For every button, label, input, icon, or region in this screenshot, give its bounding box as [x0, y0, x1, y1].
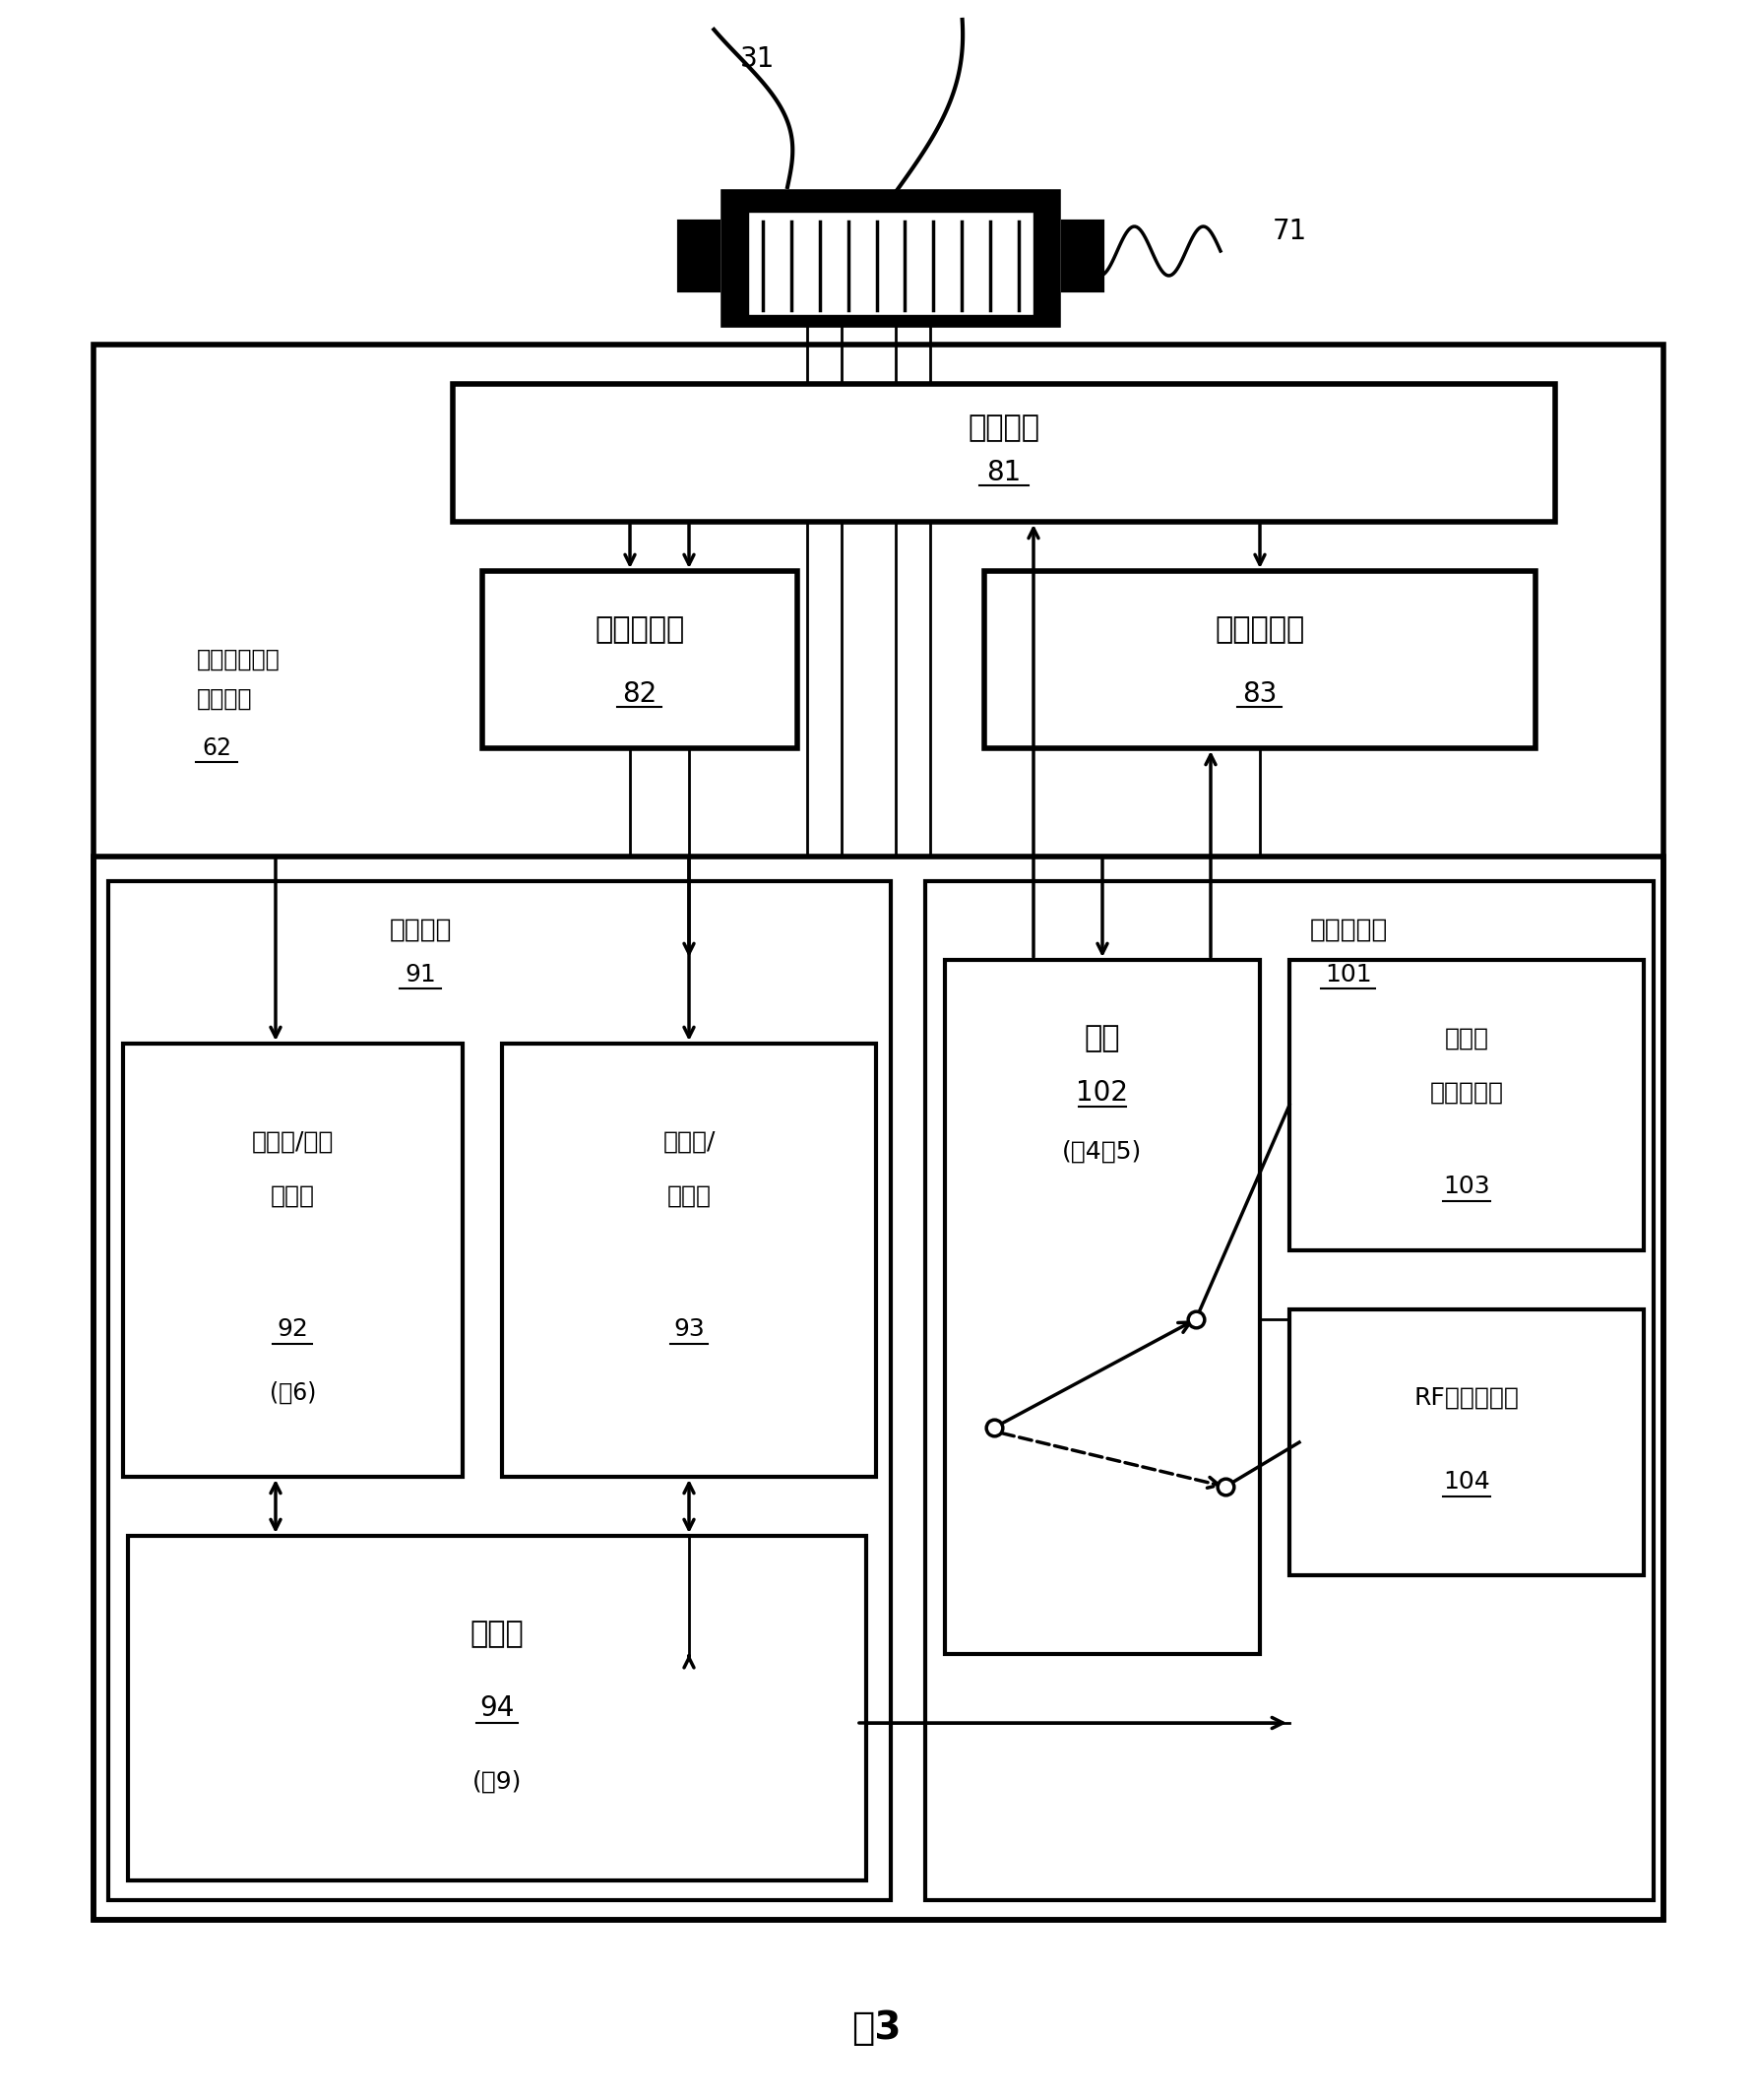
Text: 解码器: 解码器 [667, 1184, 710, 1208]
Bar [723, 191, 1058, 326]
Text: 92: 92 [277, 1317, 309, 1342]
Text: 小键盘/模式: 小键盘/模式 [251, 1130, 333, 1153]
Text: 编码器/: 编码器/ [663, 1130, 716, 1153]
Text: 82: 82 [623, 680, 656, 708]
Text: 幅度调制器: 幅度调制器 [1214, 615, 1303, 645]
Text: 控制器: 控制器 [470, 1619, 524, 1649]
Text: 开关: 开关 [1084, 1025, 1119, 1052]
Text: 81: 81 [986, 458, 1021, 487]
Bar [453, 384, 1554, 521]
Text: 指示器: 指示器 [270, 1184, 314, 1208]
Text: (图6): (图6) [270, 1382, 316, 1405]
Text: 信号端接器: 信号端接器 [1430, 1082, 1503, 1105]
Text: 宽带接收器: 宽带接收器 [595, 615, 684, 645]
Bar [1289, 960, 1643, 1250]
Bar [123, 1044, 463, 1476]
Text: 控制模块: 控制模块 [389, 918, 453, 943]
Text: (图4和5): (图4和5) [1061, 1140, 1142, 1163]
Bar [93, 344, 1663, 1919]
Text: 31: 31 [740, 46, 775, 74]
Text: 101: 101 [1324, 964, 1372, 987]
Text: RF信号生成器: RF信号生成器 [1414, 1386, 1519, 1409]
Text: 91: 91 [405, 964, 437, 987]
Text: 94: 94 [479, 1695, 514, 1722]
Bar [1289, 1310, 1643, 1575]
Bar [924, 882, 1652, 1901]
Text: 图3: 图3 [851, 2010, 900, 2048]
Text: 收发器模块: 收发器模块 [1308, 918, 1387, 943]
Text: 93: 93 [674, 1317, 705, 1342]
Bar [502, 1044, 875, 1476]
Text: 信号单元: 信号单元 [196, 687, 253, 710]
Bar [128, 1535, 866, 1880]
Bar [984, 571, 1535, 748]
Bar [93, 857, 1663, 1919]
Text: 71: 71 [1272, 218, 1307, 246]
Text: 83: 83 [1242, 680, 1277, 708]
Text: (图9): (图9) [472, 1770, 521, 1793]
Bar [482, 571, 796, 748]
Bar [109, 882, 891, 1901]
Text: 电阻性: 电阻性 [1444, 1027, 1487, 1050]
Text: 62: 62 [202, 737, 232, 760]
Text: 外来串扰测试: 外来串扰测试 [196, 647, 281, 672]
Bar [1063, 220, 1102, 290]
Text: 103: 103 [1442, 1174, 1489, 1199]
Text: 104: 104 [1442, 1470, 1489, 1493]
Bar [679, 220, 717, 290]
Bar [747, 212, 1033, 315]
Bar [944, 960, 1259, 1655]
Text: 102: 102 [1075, 1079, 1128, 1107]
Text: 通信接口: 通信接口 [968, 414, 1040, 443]
